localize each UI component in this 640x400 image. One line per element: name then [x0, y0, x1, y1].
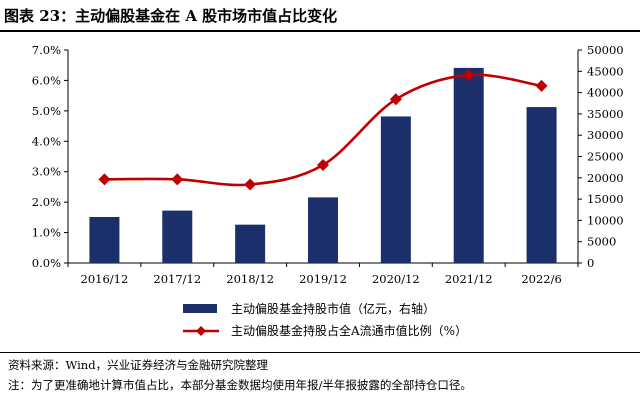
ratio-marker	[389, 93, 402, 106]
left-tick-label: 3.0%	[32, 165, 61, 179]
x-tick-label: 2020/12	[372, 272, 420, 286]
bar	[453, 67, 484, 263]
chart-container: 0.0% 1.0% 2.0% 3.0% 4.0% 5.0% 6.0% 7.0% 0 5000 100…	[0, 32, 640, 350]
x-tick-label: 2019/12	[299, 272, 347, 286]
right-tick-label: 30000	[587, 128, 624, 142]
ratio-marker	[244, 178, 257, 191]
left-tick-label: 0.0%	[32, 256, 61, 270]
right-tick-label: 45000	[587, 64, 624, 78]
legend-bar-label: 主动偏股基金持股市值（亿元，右轴）	[231, 301, 435, 316]
x-tick-label: 2021/12	[445, 272, 493, 286]
left-tick-label: 1.0%	[32, 226, 61, 240]
left-tick-label: 7.0%	[32, 43, 61, 57]
right-tick-label: 50000	[587, 43, 624, 57]
title-rule	[0, 30, 640, 32]
legend-line-marker	[196, 326, 206, 336]
x-tick-label: 2017/12	[153, 272, 201, 286]
right-tick-label: 20000	[587, 171, 624, 185]
footnote: 注：为了更准确地计算市值占比，本部分基金数据均使用年报/半年报披露的全部持仓口径…	[8, 378, 472, 392]
left-tick-label: 4.0%	[32, 134, 61, 148]
source-note: 资料来源：Wind，兴业证券经济与金融研究院整理	[8, 358, 269, 372]
right-tick-label: 10000	[587, 213, 624, 227]
left-tick-label: 6.0%	[32, 73, 61, 87]
legend-line-label: 主动偏股基金持股占全A流通市值比例（%）	[231, 323, 467, 338]
ratio-marker	[462, 68, 475, 81]
ratio-marker	[317, 159, 329, 172]
bar	[89, 216, 120, 263]
bar	[162, 210, 193, 263]
bar	[308, 197, 338, 263]
right-tick-label: 15000	[587, 192, 624, 206]
combo-chart: 0.0% 1.0% 2.0% 3.0% 4.0% 5.0% 6.0% 7.0% 0 5000 100…	[32, 43, 624, 338]
x-tick-label: 2018/12	[226, 272, 274, 286]
ratio-marker	[98, 173, 111, 186]
bar	[526, 107, 557, 263]
right-tick-label: 0	[587, 256, 594, 270]
figure-title: 图表 23：主动偏股基金在 A 股市场市值占比变化	[4, 7, 338, 25]
legend-bar-swatch	[183, 304, 217, 313]
right-tick-label: 25000	[587, 150, 624, 164]
bar	[235, 224, 266, 263]
ratio-marker	[171, 173, 184, 186]
bottom-rule	[0, 352, 640, 353]
right-tick-label: 5000	[587, 235, 616, 249]
left-tick-label: 2.0%	[32, 195, 61, 209]
x-tick-label: 2022/6	[521, 272, 561, 286]
ratio-marker	[535, 79, 548, 92]
right-tick-label: 35000	[587, 107, 624, 121]
x-tick-label: 2016/12	[81, 272, 129, 286]
right-tick-label: 40000	[587, 86, 624, 100]
left-tick-label: 5.0%	[32, 104, 61, 118]
bar	[380, 116, 411, 264]
